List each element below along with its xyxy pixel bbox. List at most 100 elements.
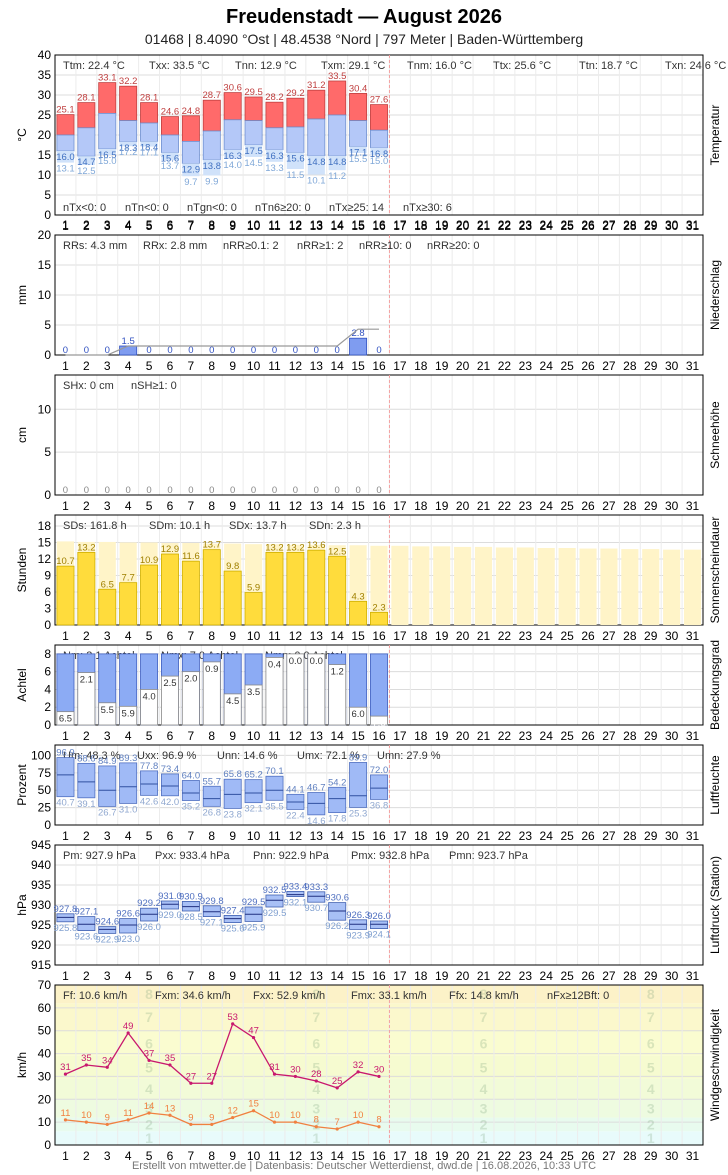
x-tick-label: 27 [602,359,616,373]
temp-max-label: 33.1 [98,73,117,84]
snow-label: 0 [272,485,277,496]
x-tick-label: 9 [229,219,236,233]
sun-label: 9.8 [226,561,239,572]
page-title: Freudenstadt — August 2026 [226,6,502,28]
x-tick-label: 6 [167,219,174,233]
beaufort-band [55,1131,703,1145]
precip-label: 0 [335,345,340,356]
y-tick-label: 50 [38,783,52,797]
x-tick-label: 4 [125,218,132,232]
stat-label: Um: 48.3 % [63,750,121,762]
sun-bar [77,552,96,626]
x-tick-label: 12 [289,1149,303,1163]
sun-possible-bar [579,548,597,625]
humidity-min-label: 42.6 [140,796,159,807]
stat-label: RRx: 2.8 mm [143,240,207,252]
y-tick-label: 935 [31,878,51,892]
pressure-range-bar [370,920,388,929]
x-tick-label: 16 [372,219,386,233]
x-tick-label: 5 [146,499,153,513]
pressure-min-label: 923.6 [74,932,98,943]
pressure-min-label: 926.2 [325,921,349,932]
beaufort-label: 8 [480,986,488,1002]
wind-gust-label: 35 [81,1053,92,1064]
stat-label: nSH≥1: 0 [131,380,177,392]
wind-mean-line-point [189,1122,193,1127]
humidity-min-label: 26.8 [203,807,222,818]
temp-ground-bar [119,141,137,147]
wind-mean-label: 13 [165,1103,176,1114]
clear-sky-bar [307,653,326,726]
clear-sky-bar [56,711,75,726]
temp-max-label: 25.1 [56,105,75,116]
x-tick-label: 6 [167,629,174,643]
x-tick-label: 25 [560,359,574,373]
snow-label: 0 [63,485,68,496]
pressure-max-label: 932.5 [263,885,287,896]
humidity-max-label: 89.9 [349,752,368,763]
x-tick-label: 15 [351,1149,365,1163]
temp-mid-bar [140,122,159,142]
humidity-max-label: 84.9 [98,756,117,767]
stat-label: Umx: 72.1 % [297,750,360,762]
x-tick-label: 27 [602,1149,616,1163]
wind-gust-line-point [84,1063,88,1067]
precip-label: 0 [209,345,214,356]
sun-possible-bar [621,549,639,625]
beaufort-label: 3 [480,1100,488,1116]
temp-max-bar [244,96,263,122]
wind-mean-label: 14 [144,1101,155,1112]
x-tick-label: 22 [498,969,512,983]
clear-sky-bar [202,661,221,726]
temp-mid-bar [265,127,284,151]
temp-max-bar [349,93,368,122]
pressure-range-bar [202,905,221,917]
temp-max-bar [265,101,284,129]
x-tick-label: 14 [331,499,345,513]
snow-label: 0 [188,485,193,496]
clear-sky-bar [98,702,117,726]
x-tick-label: 18 [414,969,428,983]
temp-ground-label: 15.0 [370,156,389,167]
pressure-max-label: 933.4 [283,881,307,892]
pressure-min-label: 923.0 [116,934,140,945]
x-tick-label: 31 [686,829,700,843]
x-tick-label: 22 [498,629,512,643]
precip-label: 0 [188,345,193,356]
stat-label: SDx: 13.7 h [229,520,286,532]
temp-ground-bar [140,141,158,147]
sun-label: 4.3 [351,591,364,602]
cloud-label: 0.0 [310,656,323,667]
sun-possible-bar [474,546,493,625]
temp-max-bar [286,97,305,128]
x-tick-label: 11 [268,219,281,233]
x-tick-label: 30 [665,218,679,232]
x-tick-label: 30 [665,499,679,513]
pressure-range-bar [160,900,179,910]
wind-gust-line-point [105,1065,109,1069]
y-tick-label: 6 [44,585,51,599]
x-tick-label: 31 [686,218,700,232]
sun-possible-bar [683,549,702,625]
x-tick-label: 23 [519,629,533,643]
wind-mean-label: 9 [188,1112,193,1123]
x-tick-label: 19 [435,1149,449,1163]
x-tick-label: 18 [414,218,428,232]
wind-gust-label: 35 [165,1053,176,1064]
stat-label: Pm: 927.9 hPa [63,850,137,862]
wind-mean-line-point [356,1120,360,1124]
x-tick-label: 7 [188,499,195,513]
x-tick-label: 20 [456,629,470,643]
sun-label: 13.2 [77,542,96,553]
temp-mid-bar [98,113,117,150]
snow-label: 0 [84,485,89,496]
sun-bar [244,592,263,626]
temp-min-label: 15.6 [286,154,305,165]
sun-bar [307,549,326,626]
temp-mid-bar [160,134,179,154]
cloud-label: 6.5 [59,714,72,725]
pressure-max-label: 930.6 [325,893,349,904]
pressure-min-label: 929.5 [263,908,287,919]
